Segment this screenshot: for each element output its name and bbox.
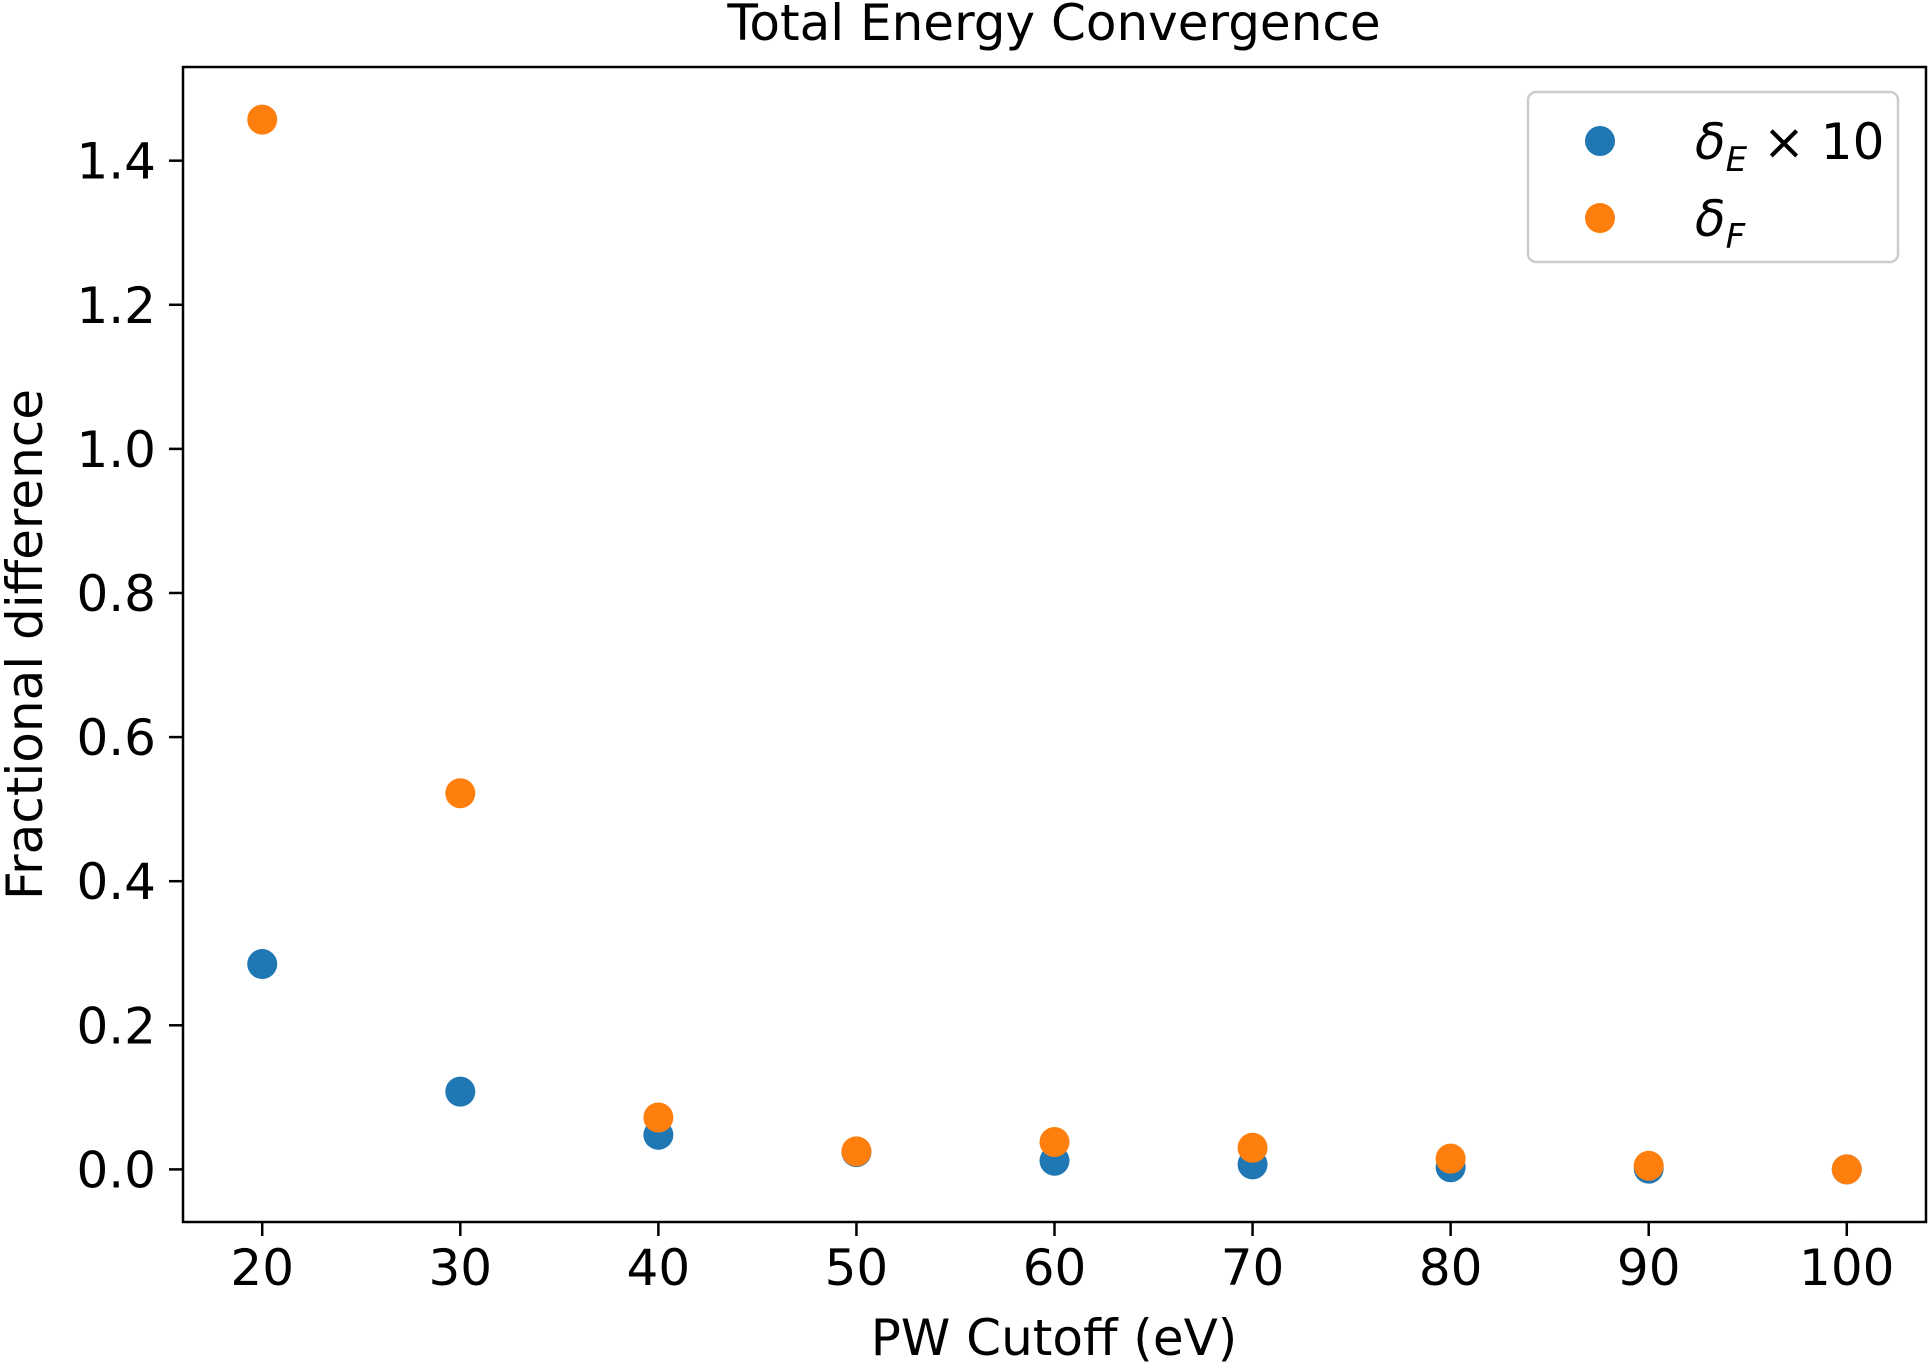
y-tick-label: 0.0 bbox=[76, 1141, 156, 1199]
series-2-point bbox=[1633, 1150, 1664, 1181]
x-tick-label: 100 bbox=[1799, 1239, 1894, 1297]
legend-marker-2 bbox=[1585, 203, 1615, 233]
series-2-point bbox=[643, 1102, 674, 1133]
y-tick-label: 0.2 bbox=[76, 997, 156, 1055]
legend-frame bbox=[1526, 90, 1900, 264]
y-tick-label: 0.6 bbox=[76, 709, 156, 767]
x-axis-title: PW Cutoff (eV) bbox=[871, 1309, 1238, 1367]
legend-label-2: δF bbox=[1695, 190, 1746, 257]
legend-marker-1 bbox=[1585, 126, 1615, 156]
series-1-point bbox=[445, 1076, 476, 1107]
series-2-point bbox=[841, 1136, 872, 1167]
x-tick-label: 80 bbox=[1419, 1239, 1483, 1297]
series-2-point bbox=[1435, 1143, 1466, 1174]
y-tick-label: 0.4 bbox=[76, 853, 156, 911]
x-tick-label: 30 bbox=[428, 1239, 492, 1297]
x-tick-label: 50 bbox=[825, 1239, 889, 1297]
legend-label-1: δE × 10 bbox=[1695, 113, 1884, 180]
y-tick-label: 1.4 bbox=[76, 133, 156, 191]
x-axis-ticks: 20 30 40 50 60 70 80 90 100 bbox=[230, 1222, 1894, 1297]
y-tick-label: 0.8 bbox=[76, 565, 156, 623]
series-2-point bbox=[1831, 1154, 1862, 1185]
y-axis-title: Fractional difference bbox=[0, 389, 54, 900]
data-points bbox=[247, 104, 1862, 1185]
x-tick-label: 90 bbox=[1617, 1239, 1681, 1297]
x-tick-label: 70 bbox=[1221, 1239, 1285, 1297]
chart-title: Total Energy Convergence bbox=[726, 0, 1380, 52]
y-tick-label: 1.2 bbox=[76, 277, 156, 335]
x-tick-label: 60 bbox=[1023, 1239, 1087, 1297]
y-tick-label: 1.0 bbox=[76, 421, 156, 479]
x-tick-label: 20 bbox=[230, 1239, 294, 1297]
x-tick-label: 40 bbox=[627, 1239, 691, 1297]
series-2-point bbox=[1039, 1127, 1070, 1158]
series-2-point bbox=[445, 778, 476, 809]
legend: δE × 10 δF bbox=[1526, 90, 1900, 264]
series-2-point bbox=[1237, 1132, 1268, 1163]
series-2-point bbox=[247, 104, 278, 135]
series-1-point bbox=[247, 949, 278, 980]
y-axis-ticks: 0.0 0.2 0.4 0.6 0.8 1.0 1.2 1.4 bbox=[76, 133, 183, 1199]
